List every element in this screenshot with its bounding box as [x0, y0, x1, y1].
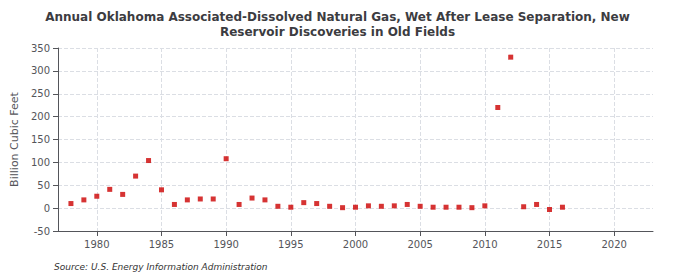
svg-text:200: 200	[31, 111, 50, 122]
svg-text:2005: 2005	[407, 239, 432, 250]
svg-text:1985: 1985	[149, 239, 174, 250]
svg-text:2000: 2000	[343, 239, 368, 250]
svg-text:1990: 1990	[213, 239, 238, 250]
svg-text:150: 150	[31, 134, 50, 145]
svg-text:300: 300	[31, 65, 50, 76]
svg-text:2010: 2010	[472, 239, 497, 250]
svg-text:0: 0	[44, 203, 50, 214]
svg-text:1995: 1995	[278, 239, 303, 250]
svg-text:100: 100	[31, 157, 50, 168]
svg-text:-50: -50	[34, 226, 50, 237]
svg-text:2015: 2015	[537, 239, 562, 250]
svg-text:250: 250	[31, 88, 50, 99]
svg-text:350: 350	[31, 43, 50, 54]
svg-text:Reservoir Discoveries in Old F: Reservoir Discoveries in Old Fields	[220, 25, 455, 39]
svg-text:1980: 1980	[84, 239, 109, 250]
svg-text:2020: 2020	[601, 239, 626, 250]
svg-text:Source: U.S. Energy Informatio: Source: U.S. Energy Information Administ…	[54, 262, 268, 272]
svg-text:Billion Cubic Feet: Billion Cubic Feet	[8, 91, 21, 186]
svg-text:50: 50	[37, 180, 50, 191]
svg-text:Annual Oklahoma Associated-Dis: Annual Oklahoma Associated-Dissolved Nat…	[45, 10, 630, 24]
